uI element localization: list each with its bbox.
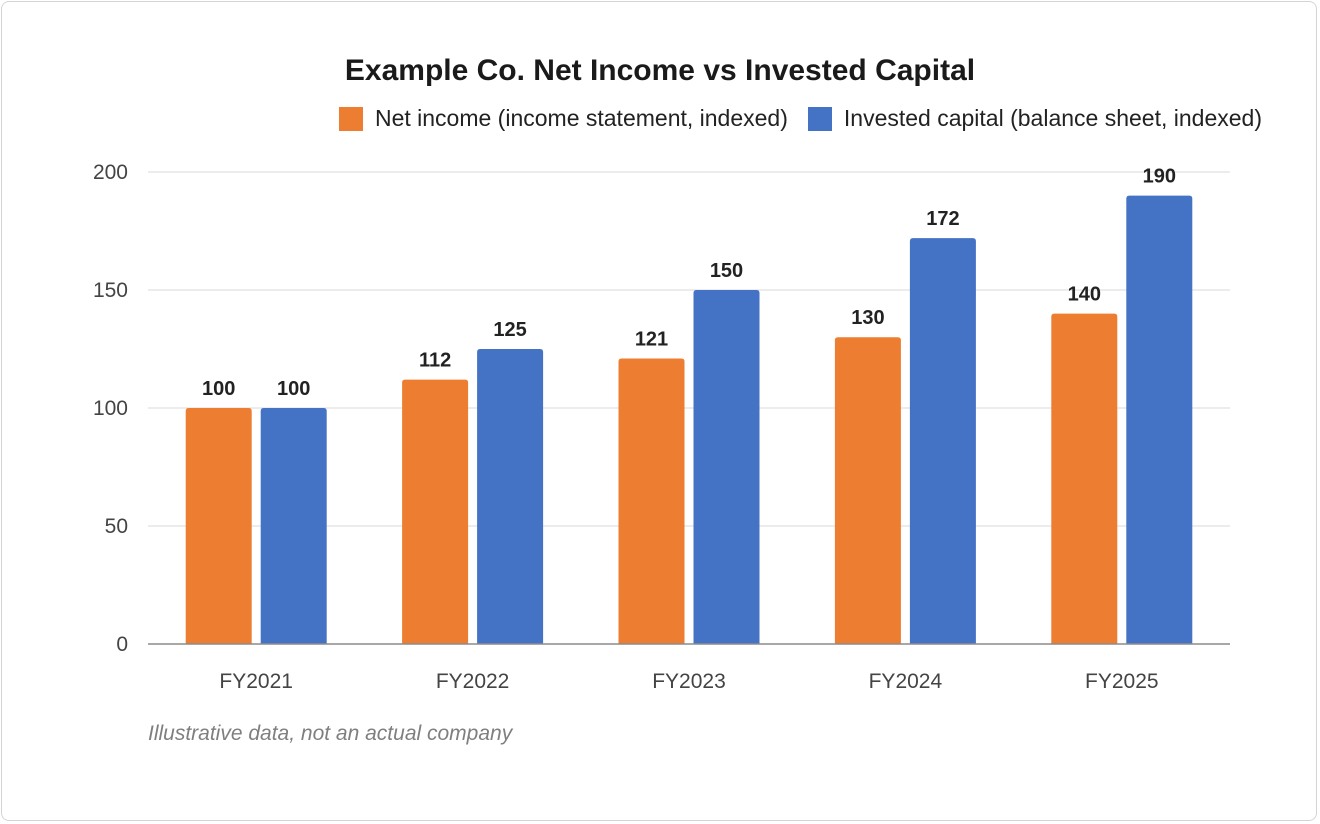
footnote: Illustrative data, not an actual company xyxy=(148,722,513,745)
data-label: 150 xyxy=(710,260,743,282)
legend-label-net-income: Net income (income statement, indexed) xyxy=(374,105,788,131)
bar-net-income-FY2025[interactable] xyxy=(1051,313,1118,644)
x-tick-label: FY2025 xyxy=(1085,670,1159,693)
legend-item-invested-capital[interactable]: Invested capital (balance sheet, indexed… xyxy=(807,105,1262,132)
data-label: 100 xyxy=(277,378,310,400)
x-tick-label: FY2021 xyxy=(219,670,293,693)
data-label: 172 xyxy=(926,208,959,230)
legend-swatch-invested-capital xyxy=(807,106,832,131)
x-tick-label: FY2024 xyxy=(869,670,943,693)
legend-swatch-net-income xyxy=(338,106,363,131)
bar-invested-capital-FY2025[interactable] xyxy=(1126,195,1193,644)
x-tick-label: FY2023 xyxy=(652,670,726,693)
data-label: 130 xyxy=(851,307,884,329)
bar-net-income-FY2021[interactable] xyxy=(185,408,252,644)
data-label: 100 xyxy=(202,378,235,400)
bar-net-income-FY2022[interactable] xyxy=(402,379,469,644)
chart-title: Example Co. Net Income vs Invested Capit… xyxy=(344,54,976,87)
data-label: 112 xyxy=(419,350,451,372)
chart-legend: Net income (income statement, indexed) I… xyxy=(319,105,1262,132)
bar-invested-capital-FY2024[interactable] xyxy=(909,238,976,644)
bar-invested-capital-FY2022[interactable] xyxy=(477,349,544,644)
bar-invested-capital-FY2021[interactable] xyxy=(260,408,327,644)
y-tick-label: 200 xyxy=(93,161,128,184)
bar-net-income-FY2023[interactable] xyxy=(618,358,685,644)
legend-item-net-income[interactable]: Net income (income statement, indexed) xyxy=(338,105,788,132)
data-label: 140 xyxy=(1068,284,1101,306)
data-label: 125 xyxy=(493,319,526,341)
bar-net-income-FY2024[interactable] xyxy=(834,337,901,644)
y-tick-label: 0 xyxy=(116,633,128,656)
bar-invested-capital-FY2023[interactable] xyxy=(693,290,760,644)
legend-label-invested-capital: Invested capital (balance sheet, indexed… xyxy=(843,105,1262,131)
data-label: 190 xyxy=(1143,166,1176,188)
y-tick-label: 100 xyxy=(93,397,128,420)
y-tick-label: 150 xyxy=(93,279,128,302)
data-label: 121 xyxy=(635,328,668,350)
x-tick-label: FY2022 xyxy=(436,670,510,693)
y-tick-label: 50 xyxy=(105,515,128,538)
